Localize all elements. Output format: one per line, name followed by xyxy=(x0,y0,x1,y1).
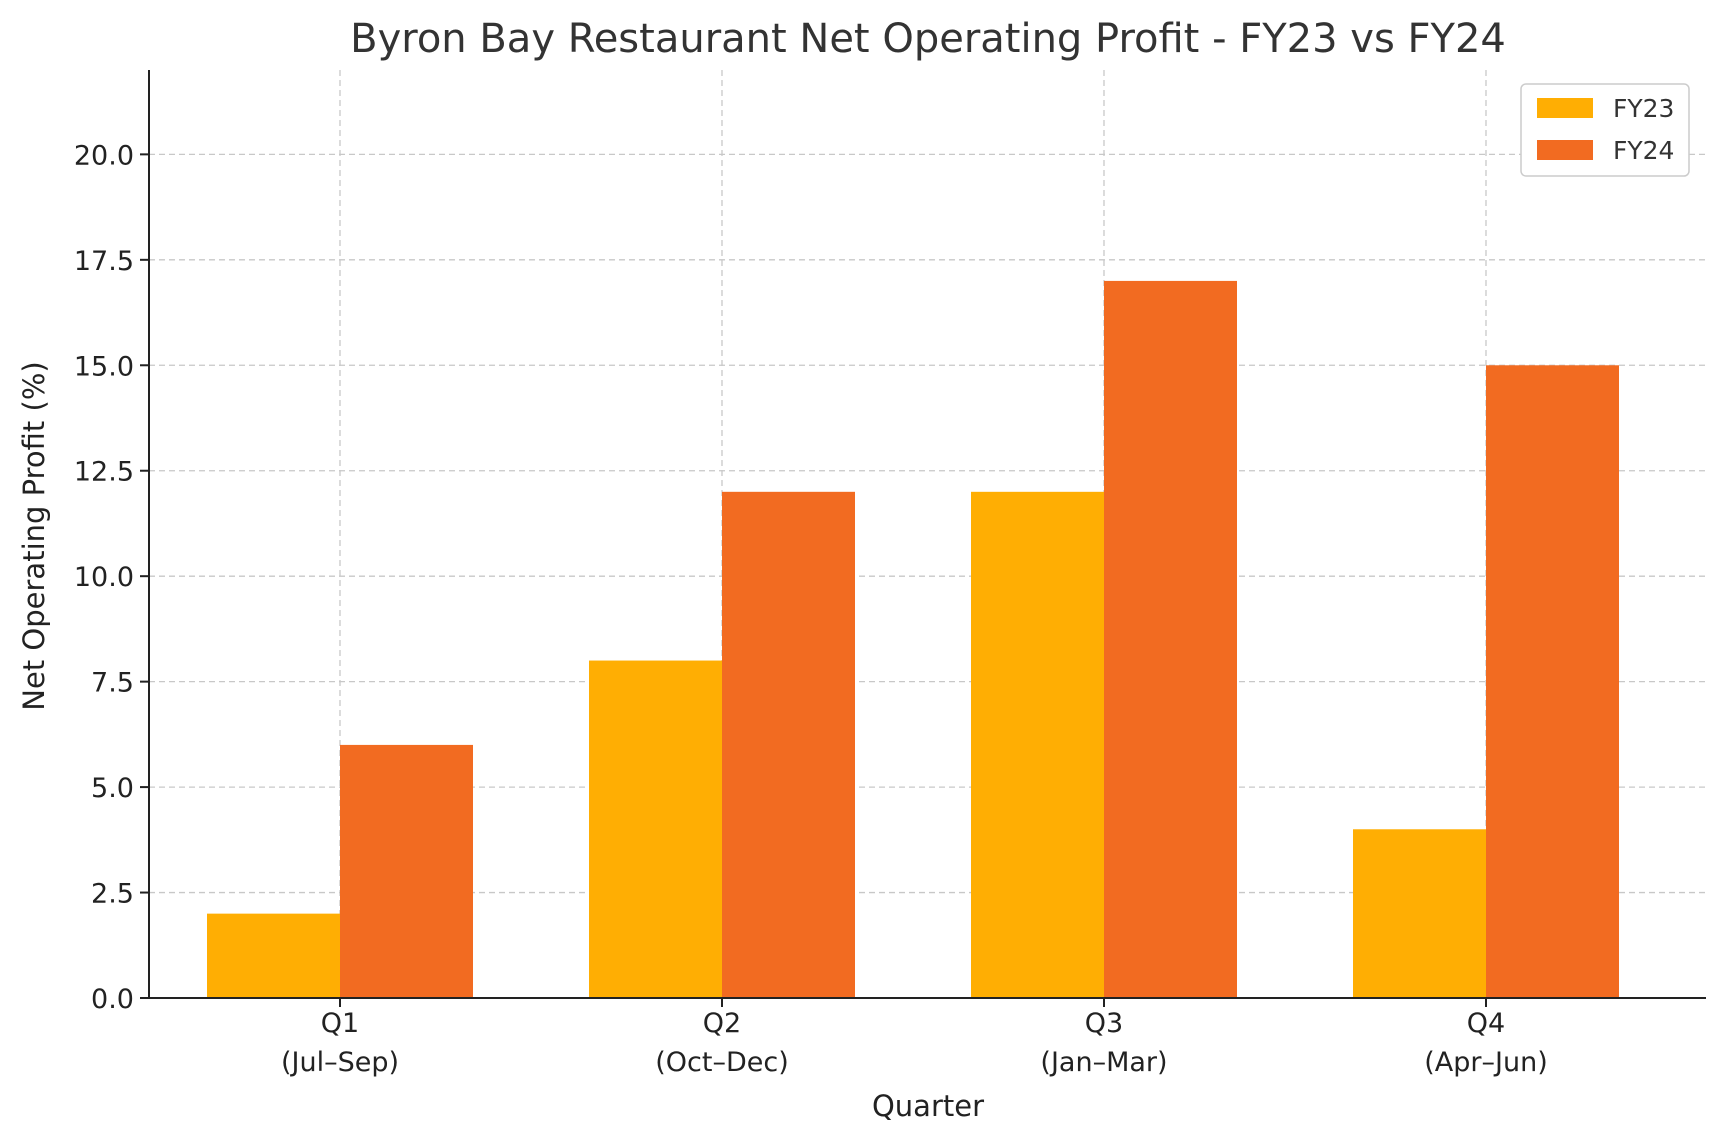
x-tick-sublabel: (Jul–Sep) xyxy=(281,1047,399,1078)
x-tick-label: Q2 xyxy=(703,1008,741,1039)
bar-fy23-q4 xyxy=(1353,829,1486,998)
bar-fy23-q1 xyxy=(207,913,340,998)
y-tick-label: 10.0 xyxy=(74,562,134,593)
axes: 0.0 2.5 5.0 7.5 10.0 12.5 15.0 17.5 20.0 Q1 (Jul–S… xyxy=(74,70,1706,1078)
y-tick-label: 2.5 xyxy=(91,879,134,910)
bar-fy24-q3 xyxy=(1104,280,1237,999)
legend-label-fy23: FY23 xyxy=(1613,94,1674,123)
bars xyxy=(207,280,1619,999)
x-tick-label: Q1 xyxy=(321,1008,359,1039)
bar-fy24-q2 xyxy=(722,491,855,998)
legend: FY23 FY24 xyxy=(1520,83,1690,177)
x-axis-label: Quarter xyxy=(872,1089,984,1123)
y-tick-label: 17.5 xyxy=(74,246,134,277)
bar-fy23-q3 xyxy=(971,491,1104,998)
y-tick-label: 20.0 xyxy=(74,140,134,171)
x-tick-label: Q3 xyxy=(1085,1008,1123,1039)
x-tick-label: Q4 xyxy=(1467,1008,1505,1039)
bar-fy24-q4 xyxy=(1486,365,1619,999)
x-tick-sublabel: (Oct–Dec) xyxy=(655,1047,789,1078)
x-tick-sublabel: (Jan–Mar) xyxy=(1040,1047,1167,1078)
bar-fy23-q2 xyxy=(589,660,722,998)
y-tick-label: 15.0 xyxy=(74,351,134,382)
legend-swatch-fy23 xyxy=(1537,98,1593,118)
chart-title: Byron Bay Restaurant Net Operating Profi… xyxy=(350,16,1506,62)
bar-fy24-q1 xyxy=(340,744,473,998)
y-tick-label: 7.5 xyxy=(91,668,134,699)
y-tick-label: 0.0 xyxy=(91,984,134,1015)
y-tick-label: 12.5 xyxy=(74,457,134,488)
y-axis-label: Net Operating Profit (%) xyxy=(17,361,51,710)
legend-swatch-fy24 xyxy=(1537,140,1593,160)
legend-label-fy24: FY24 xyxy=(1613,136,1674,165)
y-tick-label: 5.0 xyxy=(91,773,134,804)
x-tick-sublabel: (Apr–Jun) xyxy=(1424,1047,1547,1078)
